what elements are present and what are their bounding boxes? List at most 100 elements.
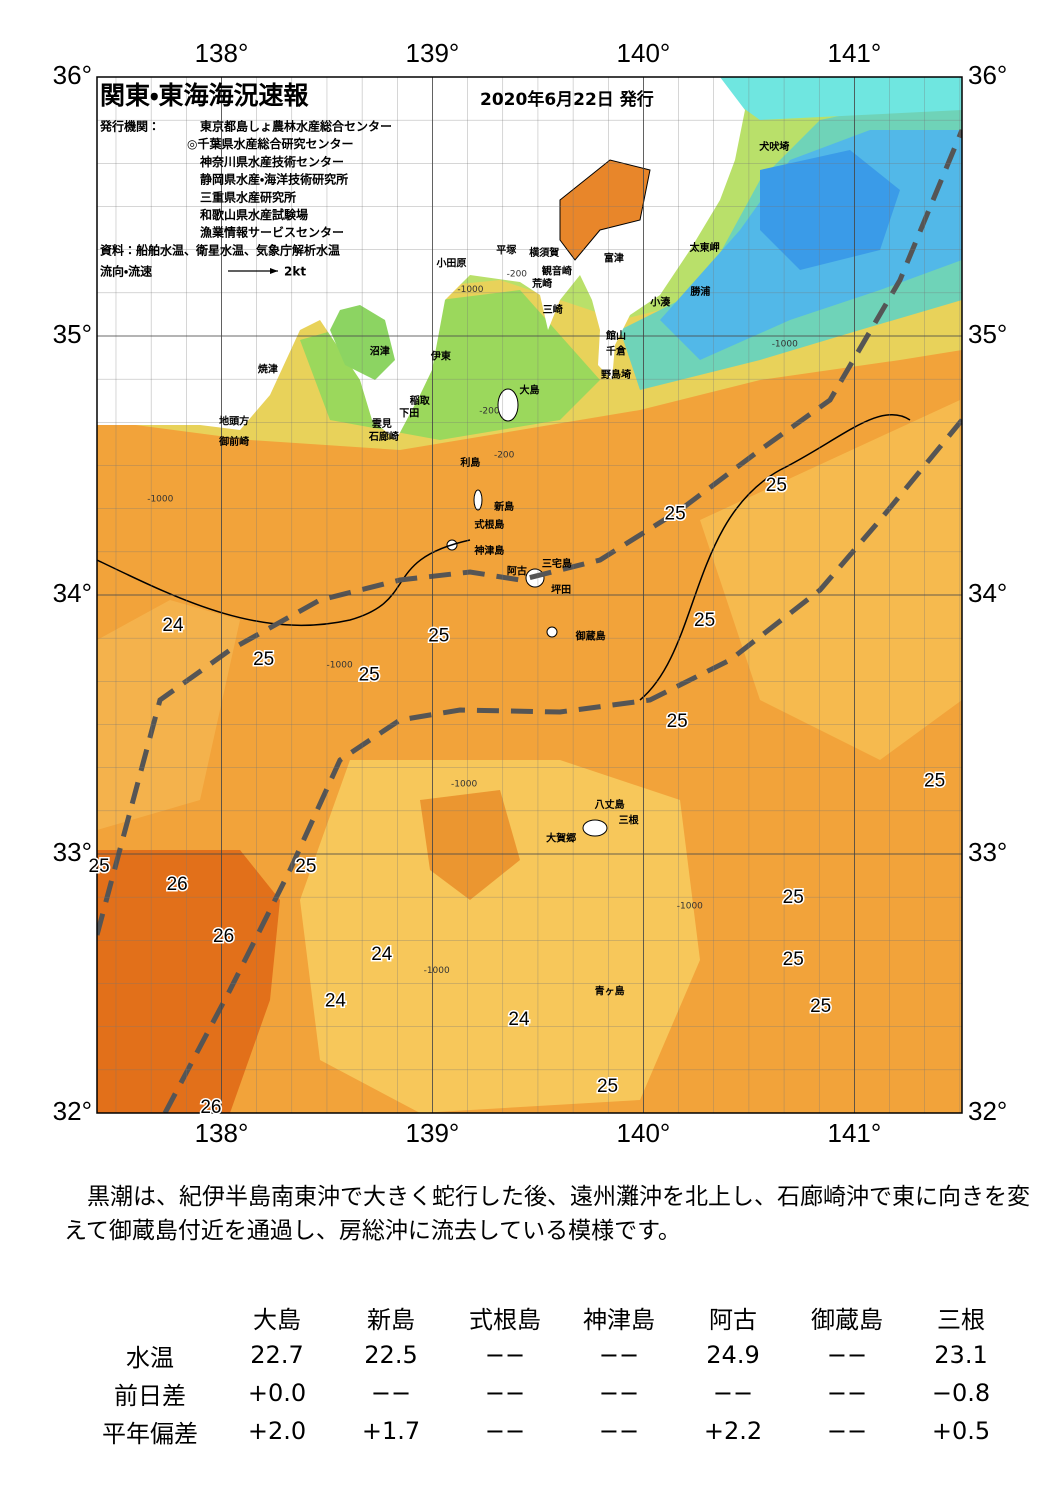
place-name: 小田原 [435, 256, 466, 269]
lon-tick-label: 141° [828, 1118, 882, 1148]
cell: −0.8 [931, 1379, 991, 1407]
row-header: 前日差 [114, 1381, 186, 1410]
lat-tick-label: 34° [968, 578, 1007, 608]
grid [97, 76, 962, 1114]
map-title: 関東・東海海況速報 [100, 81, 310, 110]
issuer-name: 東京都島しょ農林水産総合センター [200, 119, 392, 134]
map: 関東・東海海況速報 2020年6月22日 発行 発行機関： 資料：船舶水温、衛星… [53, 38, 1008, 1148]
place-name: 阿古 [507, 565, 527, 578]
lat-tick-label: 36° [968, 60, 1007, 90]
column-header: 大島 [253, 1305, 301, 1334]
cell: +2.2 [703, 1417, 763, 1445]
depth-label: -1000 [677, 901, 703, 911]
lon-tick-label: 141° [828, 38, 882, 68]
place-name: 観音崎 [542, 264, 572, 277]
cell: −− [712, 1379, 754, 1407]
suruga-bay [330, 305, 395, 380]
island [582, 819, 608, 837]
cool-area [300, 760, 700, 1113]
lat-tick-label: 36° [53, 60, 92, 90]
lon-tick-label: 139° [406, 1118, 460, 1148]
isotherm-label: 25 [667, 711, 688, 732]
place-name: 勝浦 [690, 285, 710, 298]
place-name: 三宅島 [542, 557, 572, 570]
cell: −− [484, 1379, 526, 1407]
issuer-name: 神奈川県水産技術センター [199, 154, 344, 169]
place-name: 雲見 [372, 418, 392, 430]
place-name: 沼津 [370, 345, 390, 358]
place-name: 三崎 [543, 303, 563, 316]
lat-tick-label: 33° [53, 837, 92, 867]
place-name: 伊東 [430, 350, 451, 363]
isotherm-label: 25 [89, 856, 110, 877]
column-header: 阿古 [709, 1305, 757, 1334]
issuer-name: 三重県水産研究所 [200, 189, 296, 204]
place-name: 千倉 [606, 345, 627, 358]
issuer-name: 漁業情報サービスセンター [200, 225, 344, 240]
cell: 23.1 [934, 1341, 988, 1369]
row-header: 平年偏差 [102, 1419, 198, 1448]
table-row: 水温 22.7 22.5 −− −− 24.9 −− 23.1 [80, 1336, 1018, 1374]
place-name: 平塚 [496, 244, 517, 257]
table-row: 平年偏差 +2.0 +1.7 −− −− +2.2 −− +0.5 [80, 1412, 1018, 1450]
depth-label: -1000 [772, 339, 798, 349]
cell: +2.0 [247, 1417, 307, 1445]
lon-tick-label: 139° [406, 38, 460, 68]
depth-label: -200 [494, 451, 515, 461]
cell: 22.7 [250, 1341, 304, 1369]
cell: 22.5 [364, 1341, 418, 1369]
corner-cell [80, 1298, 220, 1336]
flow-scale: 2kt [284, 265, 306, 279]
place-name: 稲取 [410, 394, 431, 407]
place-name: 館山 [605, 329, 626, 342]
cell: −− [598, 1379, 640, 1407]
cell: −− [826, 1341, 868, 1369]
depth-label: -1000 [327, 660, 353, 670]
place-name: 八丈島 [595, 798, 625, 811]
place-name: 大島 [520, 383, 540, 396]
isotherm-label: 25 [359, 664, 380, 685]
cell: −− [826, 1379, 868, 1407]
cell: −− [826, 1417, 868, 1445]
cell: +1.7 [361, 1417, 421, 1445]
place-name: 利島 [460, 456, 480, 469]
isotherm-label: 25 [665, 504, 686, 525]
isotherm-label: 24 [371, 944, 393, 965]
place-name: 石廊崎 [368, 430, 399, 443]
depth-label: -1000 [457, 285, 483, 295]
lat-tick-label: 33° [968, 837, 1007, 867]
description: 黒潮は、紀伊半島南東沖で大きく蛇行した後、遠州灘沖を北上し、石廊崎沖で東に向きを… [64, 1184, 1030, 1244]
lon-tick-label: 140° [617, 1118, 671, 1148]
lat-tick-label: 34° [53, 578, 92, 608]
lat-tick-label: 32° [968, 1096, 1007, 1126]
lat-tick-label: 35° [53, 319, 92, 349]
lat-tick-label: 32° [53, 1096, 92, 1126]
isotherm [639, 414, 911, 701]
place-name: 小湊 [649, 295, 671, 308]
isotherm-label: 26 [200, 1097, 221, 1118]
column-header: 式根島 [469, 1305, 541, 1334]
flow-arrow-head [270, 268, 278, 274]
place-name: 御前崎 [218, 435, 249, 448]
kuroshio-axis [97, 129, 962, 936]
isotherm-label: 26 [213, 926, 234, 947]
place-name: 荒崎 [531, 277, 552, 290]
column-header: 御蔵島 [811, 1305, 883, 1334]
isotherm-label: 24 [162, 615, 184, 636]
isotherm-label: 25 [766, 475, 787, 496]
flow-label: 流向・流速 [100, 264, 152, 279]
place-name: 野島埼 [601, 368, 631, 381]
place-name: 地頭方 [219, 414, 249, 427]
lat-tick-label: 35° [968, 319, 1007, 349]
isotherm-label: 25 [295, 856, 316, 877]
kuroshio-axis [162, 418, 962, 1113]
tokyo-bay [559, 159, 651, 261]
issuer-name: ◎千葉県水産総合研究センター [187, 136, 353, 151]
column-header: 三根 [937, 1305, 985, 1334]
isotherm-label: 24 [508, 1009, 530, 1030]
island [497, 388, 519, 422]
table-row: 前日差 +0.0 −− −− −− −− −− −0.8 [80, 1374, 1018, 1412]
row-header: 水温 [126, 1343, 174, 1372]
